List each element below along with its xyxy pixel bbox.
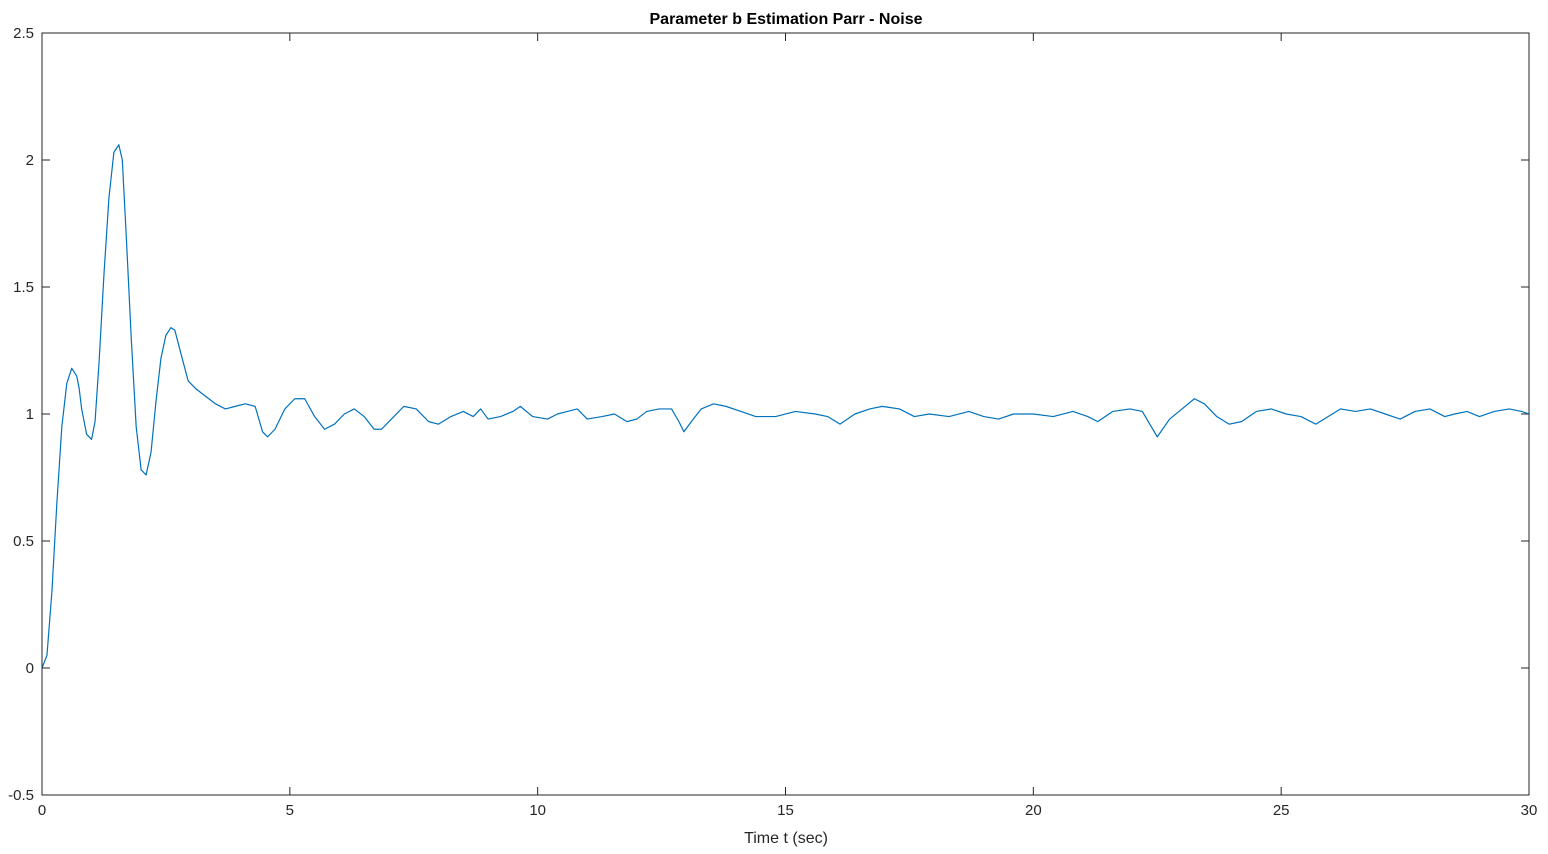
x-tick-label: 15	[777, 802, 794, 819]
x-tick-label: 20	[1025, 802, 1042, 819]
y-tick-label: 0.5	[13, 533, 34, 550]
x-tick-label: 10	[529, 802, 546, 819]
y-tick-label: 1.5	[13, 279, 34, 296]
x-tick-label: 25	[1273, 802, 1290, 819]
tick-labels: 0 5 10 15 20 25 30-0.500.511.522.5	[8, 25, 1537, 819]
x-tick-label: 5	[286, 802, 294, 819]
y-tick-label: 2.5	[13, 25, 34, 42]
x-tick-label: 0	[38, 802, 46, 819]
y-tick-label: 1	[26, 406, 34, 423]
x-tick-label: 30	[1521, 802, 1538, 819]
y-tick-label: 0	[26, 660, 34, 677]
series-line	[41, 144, 1530, 669]
y-tick-label: -0.5	[8, 787, 34, 804]
series-group	[41, 144, 1530, 669]
plot-frame	[41, 32, 1530, 796]
chart-title: Parameter b Estimation Parr - Noise	[650, 11, 923, 28]
x-axis-label: Time t (sec)	[744, 830, 828, 847]
y-tick-label: 2	[26, 152, 34, 169]
